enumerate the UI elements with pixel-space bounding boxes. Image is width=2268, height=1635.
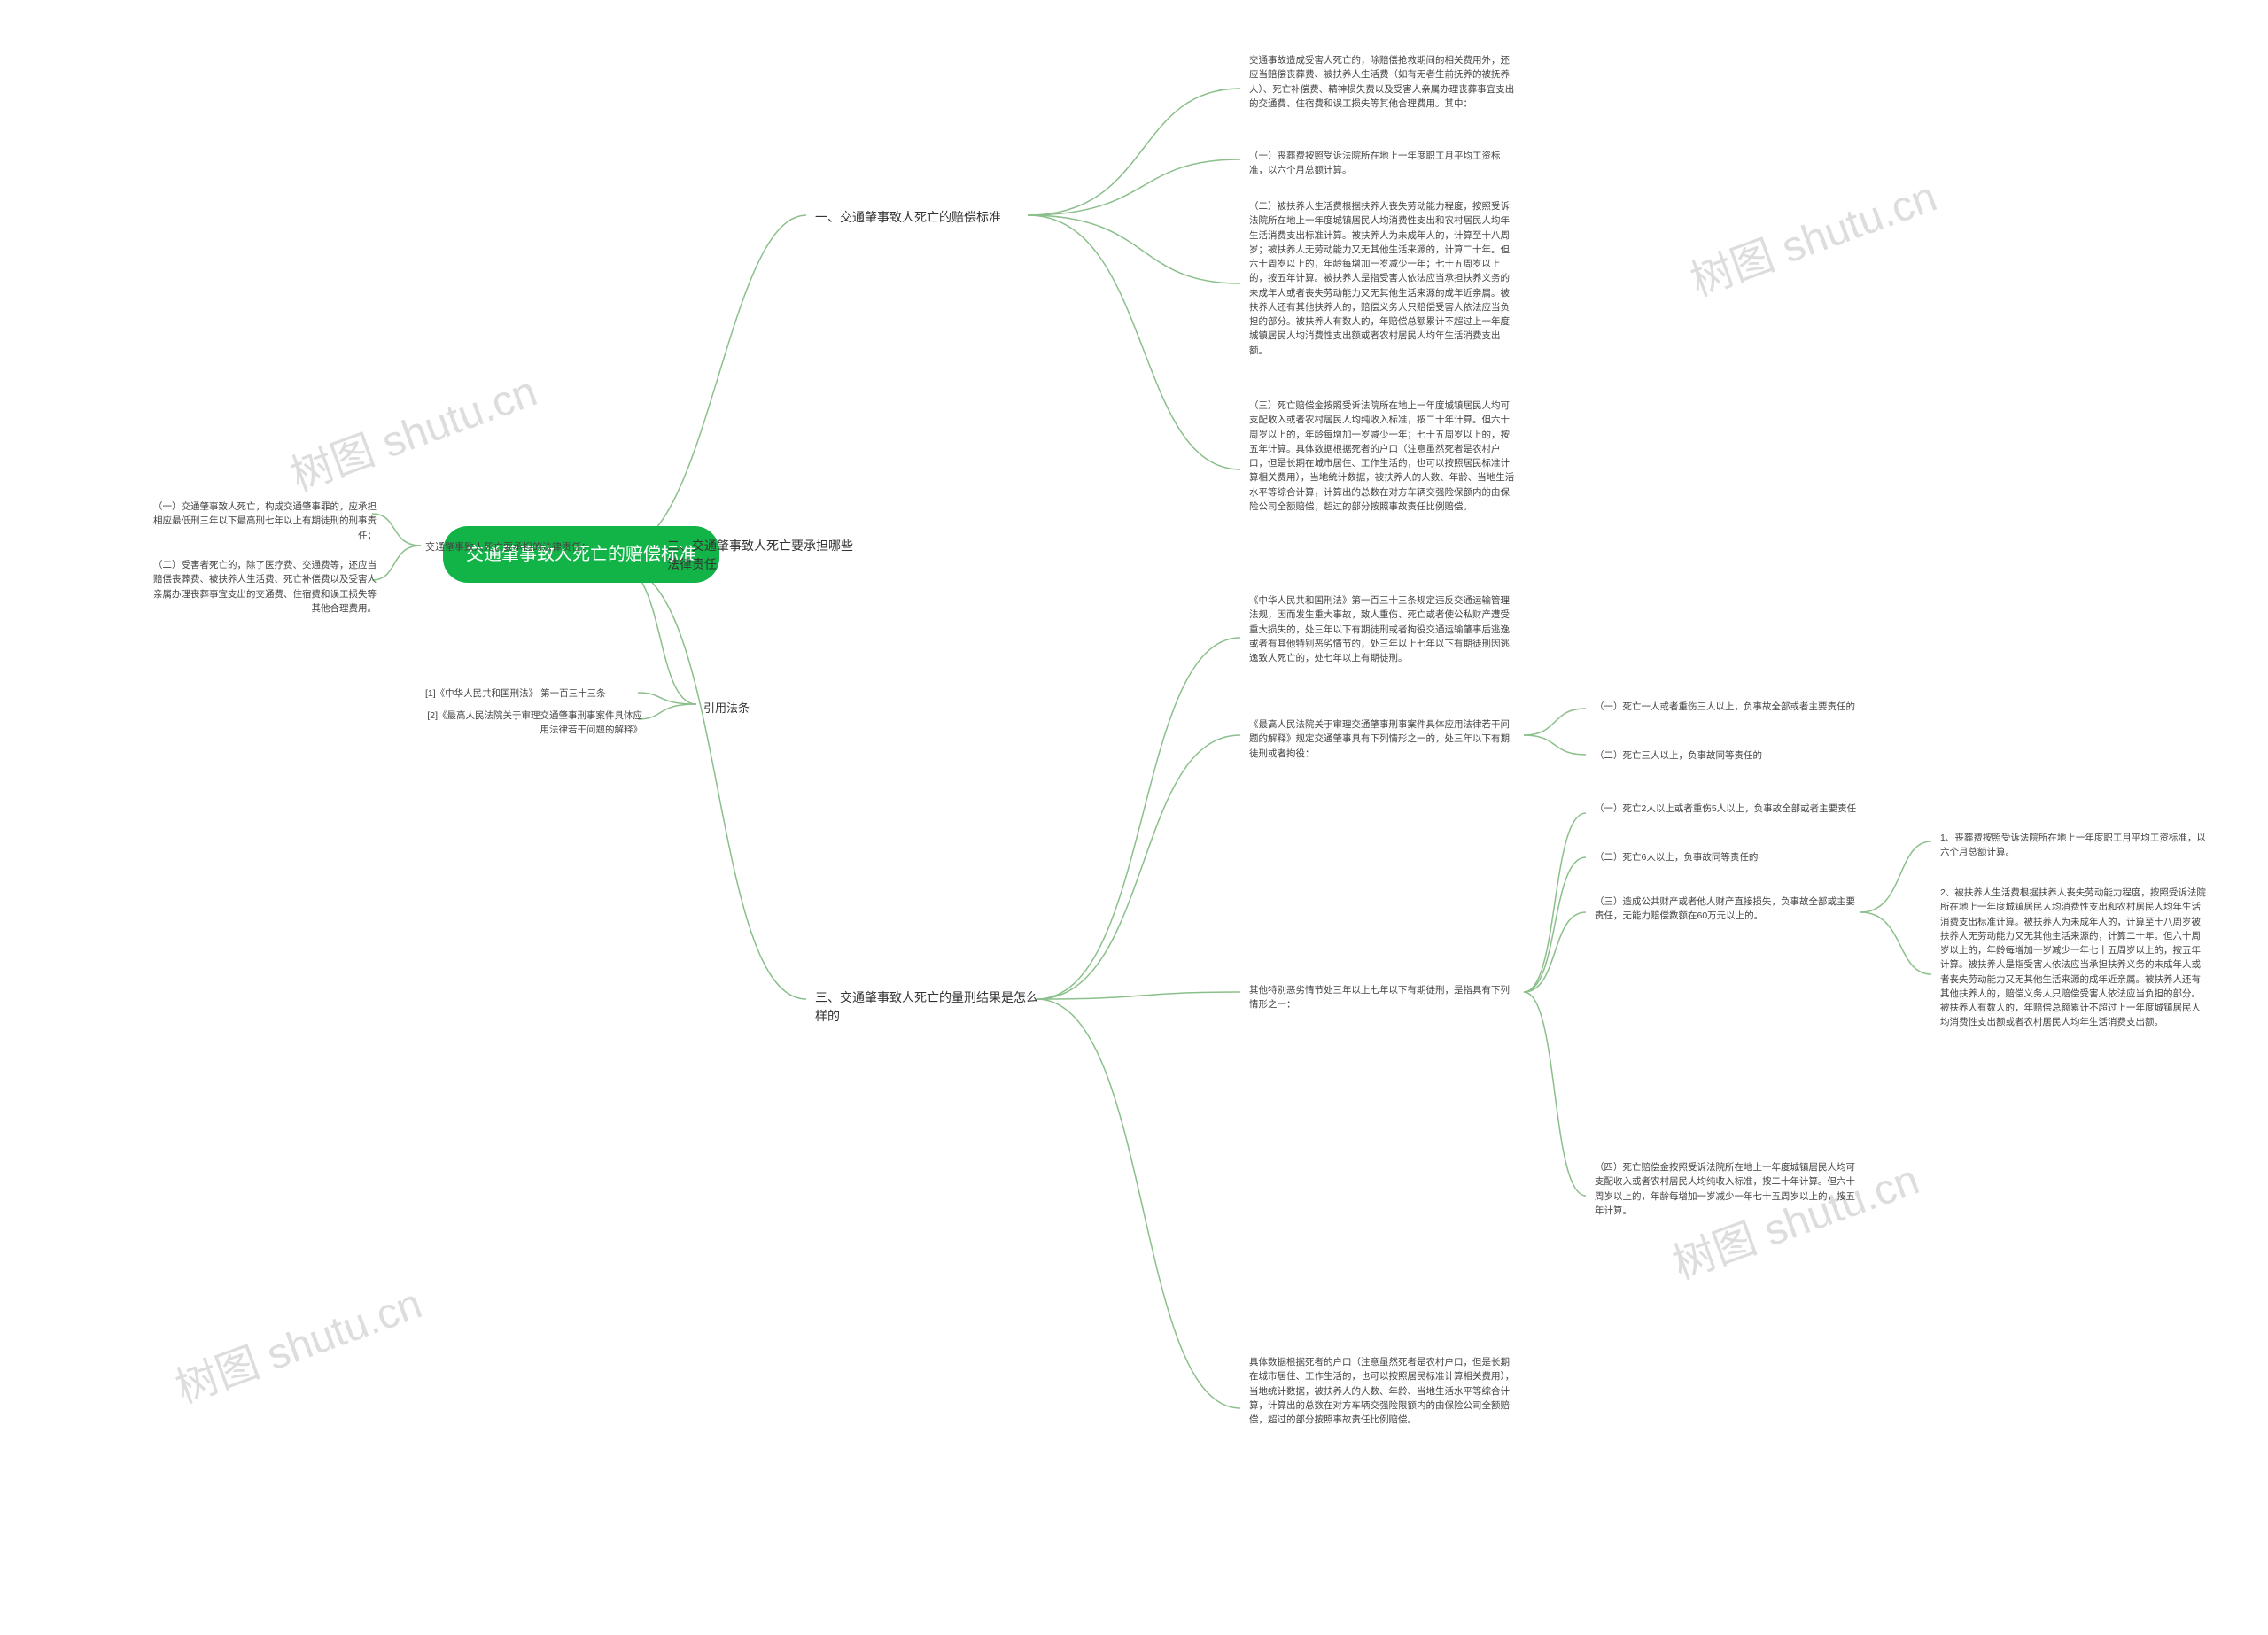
leaf-s2-p2: （二）受害者死亡的，除了医疗费、交通费等，还应当赔偿丧葬费、被扶养人生活费、死亡… [151,558,377,616]
leaf-s2-sub: 交通肇事致人死亡要承担的法律责任： [425,540,591,555]
leaf-s3-p3: 其他特别恶劣情节处三年以上七年以下有期徒刑，是指具有下列情形之一： [1249,983,1515,1012]
branch-section2[interactable]: 二、交通肇事致人死亡要承担哪些法律责任 [667,537,862,574]
branch-section1[interactable]: 一、交通肇事致人死亡的赔偿标准 [815,208,1001,227]
leaf-s3-p3c2: 2、被扶养人生活费根据扶养人丧失劳动能力程度，按照受诉法院所在地上一年度城镇居民… [1940,886,2206,1030]
branch-laws[interactable]: 引用法条 [703,700,750,717]
leaf-s2-p1: （一）交通肇事致人死亡，构成交通肇事罪的，应承担相应最低刑三年以下最高刑七年以上… [151,500,377,543]
leaf-s3-p1: 《中华人民共和国刑法》第一百三十三条规定违反交通运输管理法规，因而发生重大事故，… [1249,593,1515,665]
leaf-s3-p3d: （四）死亡赔偿金按照受诉法院所在地上一年度城镇居民人均可支配收入或者农村居民人均… [1595,1160,1860,1218]
leaf-s3-p3c: （三）造成公共财产或者他人财产直接损失，负事故全部或主要责任，无能力赔偿数额在6… [1595,895,1860,924]
leaf-s1-p4: （三）死亡赔偿金按照受诉法院所在地上一年度城镇居民人均可支配收入或者农村居民人均… [1249,399,1515,514]
leaf-s3-p2b: （二）死亡三人以上，负事故同等责任的 [1595,748,1762,763]
leaf-s3-p2a: （一）死亡一人或者重伤三人以上，负事故全部或者主要责任的 [1595,700,1855,714]
leaf-s3-p4: 具体数据根据死者的户口（注意虽然死者是农村户口，但是长期在城市居住、工作生活的，… [1249,1355,1515,1427]
leaf-s3-p3a: （一）死亡2人以上或者重伤5人以上，负事故全部或者主要责任 [1595,802,1856,816]
leaf-s3-p3b: （二）死亡6人以上，负事故同等责任的 [1595,850,1758,864]
leaf-s3-p2: 《最高人民法院关于审理交通肇事刑事案件具体应用法律若干问题的解释》规定交通肇事具… [1249,717,1515,761]
branch-section3[interactable]: 三、交通肇事致人死亡的量刑结果是怎么样的 [815,988,1045,1026]
leaf-s1-p2: （一）丧葬费按照受诉法院所在地上一年度职工月平均工资标准，以六个月总额计算。 [1249,149,1515,178]
leaf-s1-p1: 交通事故造成受害人死亡的，除赔偿抢救期间的相关费用外，还应当赔偿丧葬费、被扶养人… [1249,53,1515,111]
leaf-s3-p3c1: 1、丧葬费按照受诉法院所在地上一年度职工月平均工资标准，以六个月总额计算。 [1940,831,2206,860]
leaf-laws-p1: [1]《中华人民共和国刑法》 第一百三十三条 [425,686,606,701]
leaf-s1-p3: （二）被扶养人生活费根据扶养人丧失劳动能力程度，按照受诉法院所在地上一年度城镇居… [1249,199,1515,358]
leaf-laws-p2: [2]《最高人民法院关于审理交通肇事刑事案件具体应用法律若干问题的解释》 [425,709,642,738]
